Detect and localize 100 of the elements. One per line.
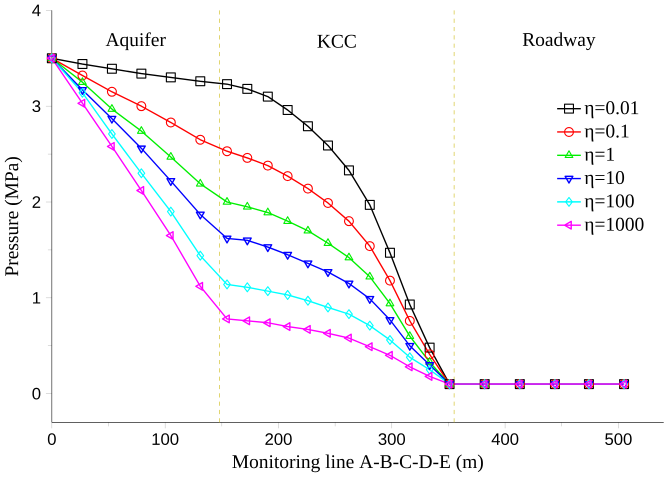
point [222,146,232,156]
point [424,372,433,382]
point [223,280,231,290]
point [166,72,176,82]
x-tick-label: 0 [48,433,56,446]
point [166,118,176,128]
point [263,208,272,216]
point [304,226,312,234]
point [404,316,415,326]
y-tick-label: 2 [32,196,40,208]
annotation: Aquifer [106,32,166,50]
point [386,335,394,346]
point [136,126,146,134]
y-tick-label: 0 [32,388,40,400]
point [136,101,146,112]
point [404,362,413,372]
point [283,252,292,260]
point [424,342,435,353]
y-tick-label: 1 [33,292,40,304]
point [366,320,374,331]
point [77,98,86,108]
point [222,197,232,205]
point [282,105,293,116]
point [106,86,117,97]
point [242,202,252,210]
x-tick-label: 500 [605,433,632,446]
y-tick-label: 4 [32,4,41,16]
point [196,178,205,187]
point [384,350,393,360]
point [108,104,116,112]
point [364,342,373,352]
point [262,92,273,102]
point [344,280,354,289]
point [344,334,352,343]
point [404,300,415,310]
point [344,216,354,226]
point [222,236,232,244]
point [196,250,204,261]
x-tick-label: 400 [492,433,518,446]
point [78,77,87,86]
point [137,168,146,178]
point [78,87,87,96]
point [242,84,252,94]
y-axis-title: Pressure (MPa) [4,157,22,276]
point [302,121,313,132]
point [304,296,312,306]
point [425,362,434,370]
point [282,322,291,332]
point [222,79,232,90]
point [282,171,293,182]
x-tick-label: 200 [265,433,292,446]
point [166,152,176,160]
point [195,134,206,145]
legend-label: η=0.1 [584,124,629,142]
x-tick-label: 300 [378,433,406,446]
point [136,146,146,154]
point [302,184,313,194]
annotation: Roadway [522,32,596,50]
point [222,314,230,324]
point [78,88,86,98]
point [106,64,117,74]
x-tick-label: 100 [152,433,178,446]
point [364,241,375,252]
point [322,140,333,151]
point [195,282,204,291]
point [322,198,333,208]
point [262,160,273,171]
point [364,200,375,210]
point [166,178,176,186]
point [107,116,116,124]
point [195,76,206,86]
point [344,165,354,176]
point [425,357,434,365]
legend-label: η=1000 [584,218,644,235]
legend-label: η=0.01 [584,101,638,118]
point [136,68,146,79]
point [386,298,394,306]
point [196,212,205,220]
point [77,59,88,70]
point [384,248,395,258]
point [426,364,434,375]
point [284,290,292,300]
annotation: KCC [317,34,356,48]
point [106,142,115,152]
legend-label: η=10 [584,171,624,188]
point [323,269,333,278]
legend-label: η=100 [584,194,634,212]
point [405,331,414,340]
point [302,324,311,334]
point [384,276,395,286]
point [405,342,414,351]
point [324,302,332,312]
point [406,352,414,362]
point [264,286,272,296]
point [263,244,272,252]
y-tick-label: 3 [32,100,40,112]
point [365,272,374,280]
point [108,129,116,140]
point [243,282,252,292]
point [385,317,395,326]
